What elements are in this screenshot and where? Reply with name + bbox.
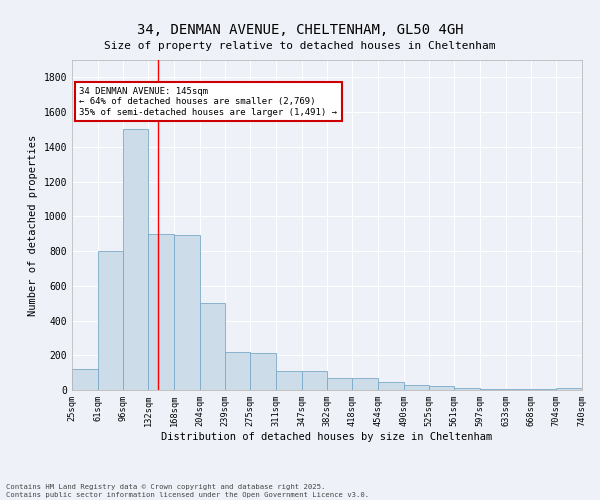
Bar <box>506 389 530 390</box>
Bar <box>556 388 582 390</box>
Bar <box>530 389 556 390</box>
Bar <box>326 378 352 390</box>
Bar <box>148 234 174 390</box>
Text: 34, DENMAN AVENUE, CHELTENHAM, GL50 4GH: 34, DENMAN AVENUE, CHELTENHAM, GL50 4GH <box>137 22 463 36</box>
Bar <box>72 369 98 390</box>
Text: Contains HM Land Registry data © Crown copyright and database right 2025.
Contai: Contains HM Land Registry data © Crown c… <box>6 484 369 498</box>
Text: Size of property relative to detached houses in Cheltenham: Size of property relative to detached ho… <box>104 41 496 51</box>
Bar <box>200 303 224 390</box>
Bar <box>428 386 454 390</box>
Bar <box>250 352 276 390</box>
Bar <box>302 371 326 390</box>
Bar <box>98 251 122 390</box>
Text: 34 DENMAN AVENUE: 145sqm
← 64% of detached houses are smaller (2,769)
35% of sem: 34 DENMAN AVENUE: 145sqm ← 64% of detach… <box>79 87 337 117</box>
Bar <box>352 378 378 390</box>
X-axis label: Distribution of detached houses by size in Cheltenham: Distribution of detached houses by size … <box>161 432 493 442</box>
Bar <box>122 130 148 390</box>
Bar <box>174 236 200 390</box>
Bar <box>454 388 480 390</box>
Bar <box>224 352 250 390</box>
Bar <box>404 385 428 390</box>
Bar <box>378 382 404 390</box>
Bar <box>480 389 506 390</box>
Bar <box>276 371 302 390</box>
Y-axis label: Number of detached properties: Number of detached properties <box>28 134 38 316</box>
